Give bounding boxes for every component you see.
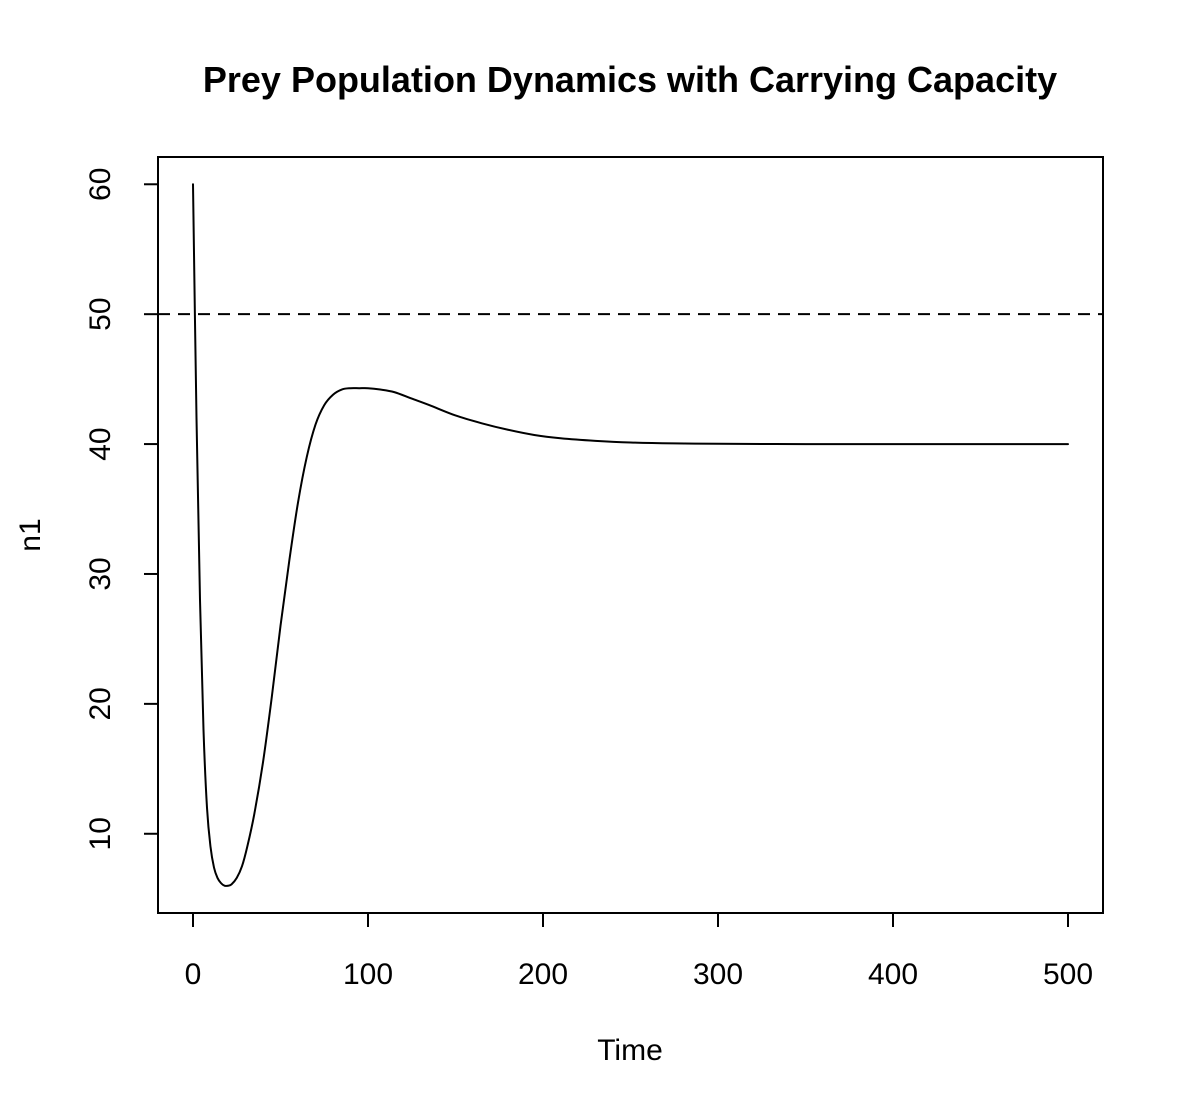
- series-line-n1: [192, 183, 1069, 887]
- y-tick-label: 40: [84, 427, 117, 460]
- y-tick-label: 30: [84, 557, 117, 590]
- x-tick-label: 0: [185, 958, 202, 991]
- x-tick-label: 400: [868, 958, 918, 991]
- x-axis: 0 100 200 300 400 500: [185, 912, 1093, 991]
- x-tick-label: 300: [693, 958, 743, 991]
- chart-title: Prey Population Dynamics with Carrying C…: [203, 59, 1057, 100]
- y-axis-label: n1: [14, 518, 47, 551]
- y-tick-label: 20: [84, 687, 117, 720]
- plot-frame: [157, 156, 1104, 914]
- y-tick-label: 10: [84, 817, 117, 850]
- series-layer: [192, 183, 1069, 887]
- x-tick-label: 500: [1043, 958, 1093, 991]
- y-tick-label: 60: [84, 168, 117, 201]
- y-axis: 10 20 30 40 50 60: [84, 168, 159, 850]
- x-axis-label: Time: [597, 1034, 663, 1067]
- y-tick-label: 50: [84, 297, 117, 330]
- x-tick-label: 200: [518, 958, 568, 991]
- x-tick-label: 100: [343, 958, 393, 991]
